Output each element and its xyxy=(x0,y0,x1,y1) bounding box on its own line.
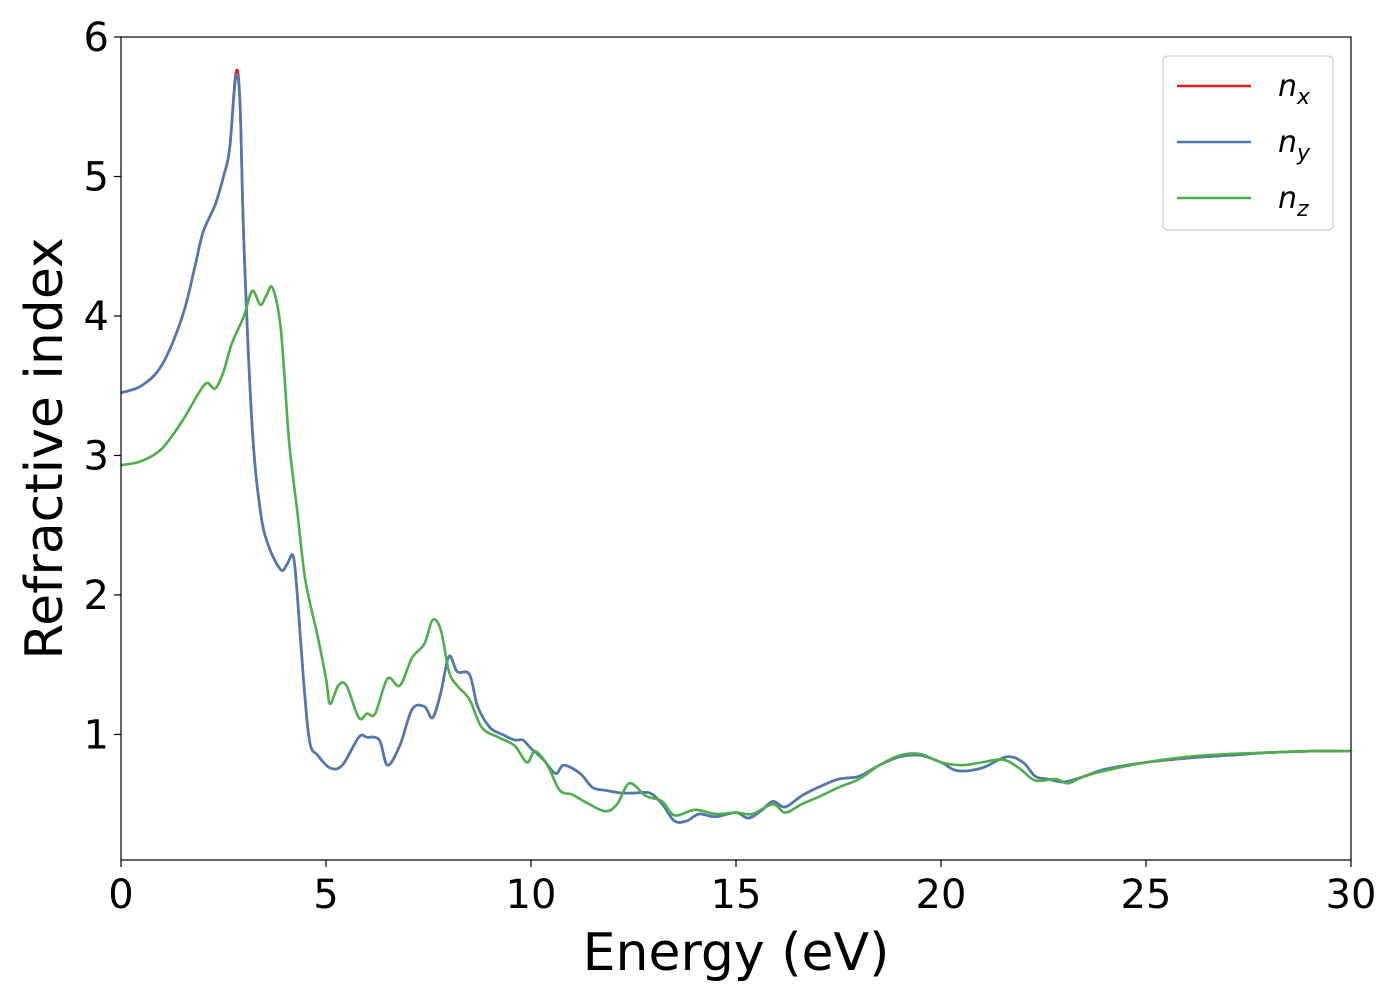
x-tick-label: 30 xyxy=(1326,872,1377,918)
x-tick-label: 5 xyxy=(313,872,338,918)
legend-label: nz xyxy=(1278,181,1309,222)
series-layer xyxy=(121,68,1351,824)
legend-label: ny xyxy=(1278,125,1311,166)
y-axis-title: Refractive index xyxy=(15,237,75,659)
x-tick-label: 15 xyxy=(711,872,762,918)
x-tick-label: 0 xyxy=(108,872,133,918)
x-tick-label: 20 xyxy=(916,872,967,918)
y-tick-label: 3 xyxy=(84,433,109,479)
legend-entry: nx xyxy=(1177,69,1311,110)
y-axis-ticks: 1 2 3 4 5 6 xyxy=(84,15,121,758)
x-axis-title: Energy (eV) xyxy=(583,923,890,983)
x-tick-label: 10 xyxy=(506,872,557,918)
series-line-y xyxy=(121,72,1351,824)
y-tick-label: 5 xyxy=(84,154,109,200)
series-line-z xyxy=(121,285,1351,817)
y-tick-label: 6 xyxy=(84,15,109,61)
legend-label: nx xyxy=(1278,69,1311,110)
y-tick-label: 1 xyxy=(84,712,109,758)
x-tick-label: 25 xyxy=(1121,872,1172,918)
x-axis-ticks: 0 5 10 15 20 25 30 xyxy=(108,860,1376,918)
legend: nx ny nz xyxy=(1162,55,1334,231)
y-tick-label: 4 xyxy=(84,294,109,340)
y-tick-label: 2 xyxy=(84,573,109,619)
legend-entry: ny xyxy=(1177,125,1311,166)
legend-entry: nz xyxy=(1177,181,1309,222)
